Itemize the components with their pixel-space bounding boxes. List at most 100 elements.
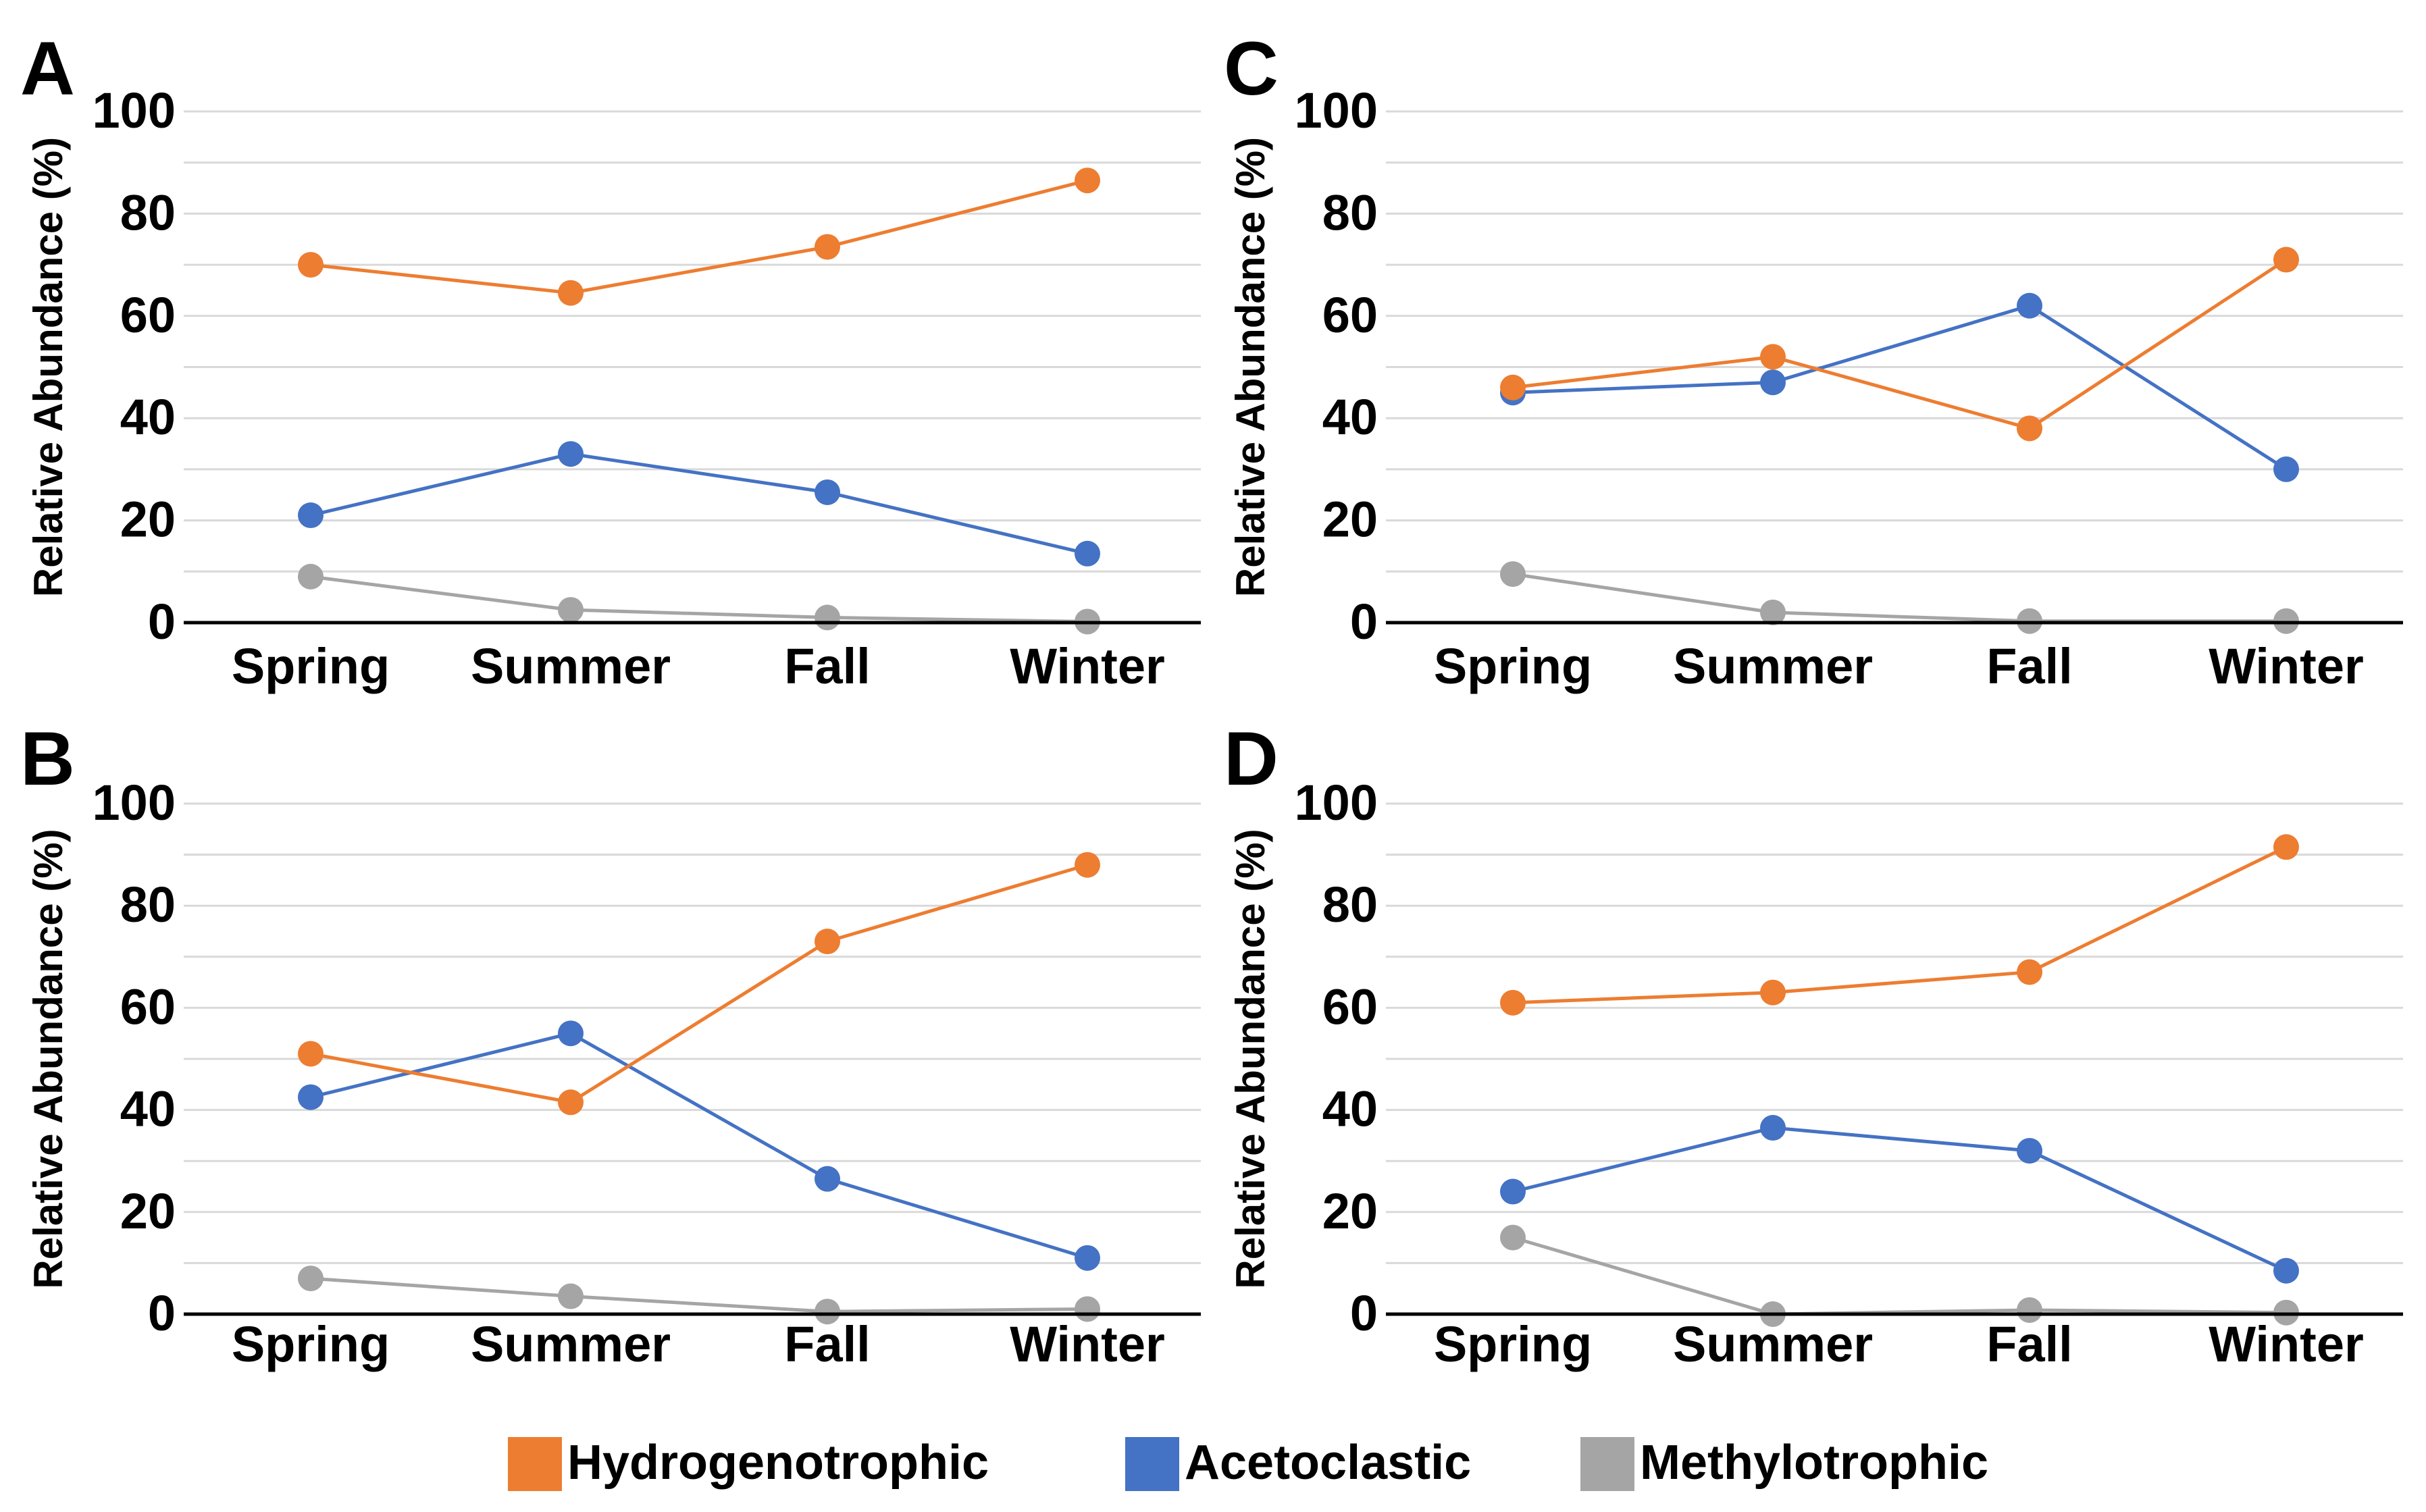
- y-tick-label: 100: [1295, 82, 1378, 138]
- y-tick-label: 20: [120, 492, 176, 548]
- panel-letter: D: [1224, 716, 1279, 801]
- x-tick-label: Spring: [1434, 638, 1592, 694]
- y-tick-label: 0: [148, 594, 176, 650]
- y-tick-label: 60: [1322, 979, 1378, 1035]
- y-tick-label: 60: [120, 287, 176, 343]
- data-point-methylotrophic: [558, 1283, 584, 1309]
- data-point-acetoclastic: [2273, 456, 2299, 482]
- y-tick-label: 20: [1322, 1183, 1378, 1239]
- data-point-hydrogenotrophic: [1075, 852, 1100, 878]
- data-point-hydrogenotrophic: [1760, 979, 1786, 1006]
- data-point-hydrogenotrophic: [298, 1041, 324, 1067]
- data-point-hydrogenotrophic: [2017, 959, 2042, 985]
- series-line-hydrogenotrophic: [1512, 258, 2288, 431]
- y-tick-label: 20: [1322, 492, 1378, 548]
- x-tick-label: Spring: [232, 1316, 390, 1372]
- data-point-hydrogenotrophic: [558, 280, 584, 306]
- panel-letter: C: [1224, 26, 1279, 111]
- y-tick-label: 80: [120, 184, 176, 240]
- x-tick-label: Spring: [232, 638, 390, 694]
- data-point-methylotrophic: [815, 1299, 840, 1325]
- series-line-hydrogenotrophic: [310, 863, 1088, 1104]
- data-point-methylotrophic: [298, 1266, 324, 1292]
- y-tick-label: 80: [1322, 184, 1378, 240]
- data-point-methylotrophic: [1075, 1296, 1100, 1322]
- y-tick-label: 40: [1322, 389, 1378, 445]
- data-point-hydrogenotrophic: [1075, 167, 1100, 194]
- legend-swatch: [1580, 1437, 1634, 1491]
- series-line-methylotrophic: [1512, 1236, 2287, 1316]
- data-point-acetoclastic: [2273, 1257, 2299, 1284]
- x-tick-label: Spring: [1434, 1316, 1592, 1372]
- x-tick-label: Winter: [1010, 1316, 1165, 1372]
- legend-swatch: [1125, 1437, 1179, 1491]
- data-point-acetoclastic: [1075, 1245, 1100, 1271]
- y-tick-label: 80: [1322, 877, 1378, 933]
- x-tick-label: Fall: [784, 1316, 870, 1372]
- data-point-acetoclastic: [1075, 540, 1100, 567]
- data-point-hydrogenotrophic: [2273, 834, 2299, 860]
- legend-label: Methylotrophic: [1640, 1436, 1988, 1490]
- data-point-hydrogenotrophic: [815, 234, 840, 260]
- legend-item-methylotrophic: Methylotrophic: [1580, 1436, 1988, 1491]
- series-line-acetoclastic: [310, 1031, 1088, 1260]
- data-point-hydrogenotrophic: [298, 252, 324, 278]
- data-point-hydrogenotrophic: [2273, 246, 2299, 273]
- data-point-methylotrophic: [298, 563, 324, 590]
- series-line-hydrogenotrophic: [310, 178, 1088, 295]
- x-tick-label: Summer: [471, 638, 671, 694]
- y-tick-label: 0: [1350, 1285, 1378, 1341]
- y-tick-label: 100: [93, 82, 176, 138]
- y-tick-label: 40: [1322, 1081, 1378, 1137]
- y-axis-label: Relative Abundance (%): [26, 829, 71, 1288]
- y-tick-label: 100: [93, 775, 176, 831]
- legend-label: Hydrogenotrophic: [567, 1436, 989, 1490]
- data-point-methylotrophic: [1500, 561, 1526, 588]
- y-tick-label: 60: [120, 979, 176, 1035]
- data-point-methylotrophic: [1500, 1224, 1526, 1251]
- y-axis-label: Relative Abundance (%): [26, 137, 71, 597]
- data-point-methylotrophic: [815, 604, 840, 631]
- data-point-acetoclastic: [1500, 1178, 1526, 1205]
- data-point-methylotrophic: [558, 597, 584, 623]
- data-point-acetoclastic: [298, 1084, 324, 1110]
- series-line-methylotrophic: [310, 575, 1088, 623]
- data-point-acetoclastic: [1760, 1115, 1786, 1141]
- legend-label: Acetoclastic: [1185, 1436, 1471, 1490]
- panel-b: B 0 20 40 60 80 100 Relative Abundance (%) Sprin…: [20, 716, 1201, 1372]
- panel-c: C 0 20 40 60 80 100 Relative Abundance (%) Sprin…: [1224, 26, 2403, 694]
- chart-panels: A 0 20 40 60 80 100 Relative Abundance (%) Sprin…: [20, 26, 2403, 1372]
- series-line-methylotrophic: [1512, 572, 2286, 623]
- data-point-methylotrophic: [1760, 599, 1786, 625]
- legend: Hydrogenotrophic Acetoclastic Methylotroph…: [508, 1436, 1988, 1491]
- x-tick-label: Winter: [2209, 1316, 2364, 1372]
- panel-letter: B: [20, 716, 75, 801]
- legend-item-hydrogenotrophic: Hydrogenotrophic: [508, 1436, 989, 1491]
- y-tick-label: 80: [120, 877, 176, 933]
- data-point-hydrogenotrophic: [1500, 374, 1526, 400]
- data-point-hydrogenotrophic: [1500, 989, 1526, 1016]
- y-tick-label: 40: [120, 389, 176, 445]
- series-line-acetoclastic: [1512, 1126, 2288, 1273]
- legend-swatch: [508, 1437, 562, 1491]
- x-tick-label: Winter: [1010, 638, 1165, 694]
- series-line-methylotrophic: [310, 1276, 1088, 1313]
- panel-d: D 0 20 40 60 80 100 Relative Abundance (%) Sprin…: [1224, 716, 2403, 1372]
- legend-item-acetoclastic: Acetoclastic: [1125, 1436, 1471, 1491]
- panel-letter: A: [20, 26, 75, 111]
- x-tick-label: Fall: [784, 638, 870, 694]
- y-axis-label: Relative Abundance (%): [1228, 829, 1273, 1288]
- data-point-acetoclastic: [815, 1166, 840, 1192]
- data-point-acetoclastic: [558, 1020, 584, 1047]
- y-tick-label: 60: [1322, 287, 1378, 343]
- x-tick-label: Summer: [471, 1316, 671, 1372]
- series-line-acetoclastic: [310, 452, 1088, 556]
- data-point-acetoclastic: [2017, 292, 2042, 319]
- data-point-hydrogenotrophic: [815, 929, 840, 955]
- series-line-hydrogenotrophic: [1512, 845, 2288, 1005]
- panel-a: A 0 20 40 60 80 100 Relative Abundance (%) Sprin…: [20, 26, 1201, 694]
- y-tick-label: 0: [1350, 594, 1378, 650]
- data-point-hydrogenotrophic: [558, 1089, 584, 1116]
- data-point-acetoclastic: [298, 502, 324, 529]
